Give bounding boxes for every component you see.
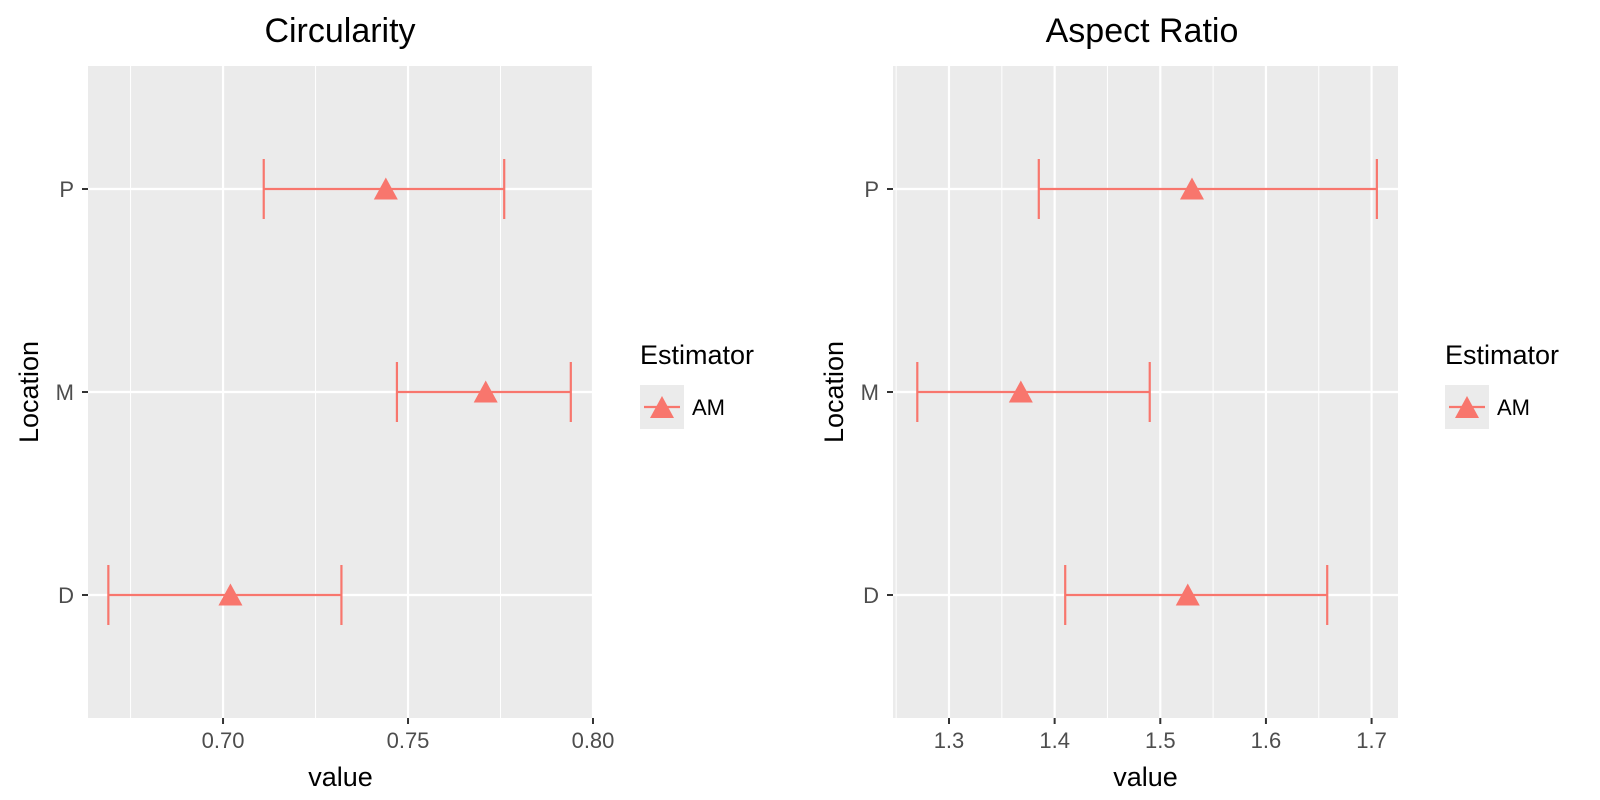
legend: Estimator AM <box>1445 340 1559 429</box>
estimate-point-M <box>473 380 498 403</box>
legend-title: Estimator <box>640 340 754 370</box>
errorbar-M <box>916 362 1151 422</box>
y-axis-title: Location <box>819 341 849 443</box>
errorbar-M <box>395 362 572 422</box>
y-tick-label: M <box>56 380 74 405</box>
chart-aspect-ratio: Aspect Ratio D M P 1.3 1.4 1.5 1.6 1.7 value Locat… <box>819 12 1559 792</box>
y-tick-label: P <box>864 177 879 202</box>
errorbar-D <box>107 565 343 625</box>
y-axis-title: Location <box>14 341 44 443</box>
estimate-point-D <box>218 583 243 606</box>
chart-title: Aspect Ratio <box>1046 12 1239 50</box>
chart-title: Circularity <box>264 12 415 50</box>
errorbar-P <box>1037 159 1378 219</box>
estimate-point-M <box>1008 380 1033 403</box>
legend-key-triangle <box>1455 396 1479 418</box>
x-axis-title: value <box>1113 762 1178 792</box>
x-tick-label: 0.80 <box>572 728 615 753</box>
y-tick-label: M <box>861 380 879 405</box>
errorbar-D <box>1064 565 1329 625</box>
y-tick-label: D <box>58 583 74 608</box>
estimate-point-D <box>1175 583 1200 606</box>
x-tick-label: 1.6 <box>1251 728 1282 753</box>
x-tick-label: 0.75 <box>387 728 430 753</box>
estimate-point-P <box>1179 177 1204 200</box>
x-axis-title: value <box>308 762 373 792</box>
x-tick-label: 1.3 <box>934 728 965 753</box>
legend-title: Estimator <box>1445 340 1559 370</box>
x-tick-label: 1.4 <box>1039 728 1070 753</box>
legend: Estimator AM <box>640 340 754 429</box>
x-tick-label: 1.7 <box>1356 728 1387 753</box>
legend-key-triangle <box>650 396 674 418</box>
x-tick-label: 0.70 <box>202 728 245 753</box>
y-tick-label: D <box>863 583 879 608</box>
estimate-point-P <box>373 177 398 200</box>
chart-circularity: Circularity D M P 0.70 0.75 0.80 value Location E… <box>14 12 754 792</box>
x-tick-label: 1.5 <box>1145 728 1176 753</box>
legend-label: AM <box>1497 395 1530 420</box>
errorbar-P <box>262 159 506 219</box>
y-tick-label: P <box>59 177 74 202</box>
legend-label: AM <box>692 395 725 420</box>
